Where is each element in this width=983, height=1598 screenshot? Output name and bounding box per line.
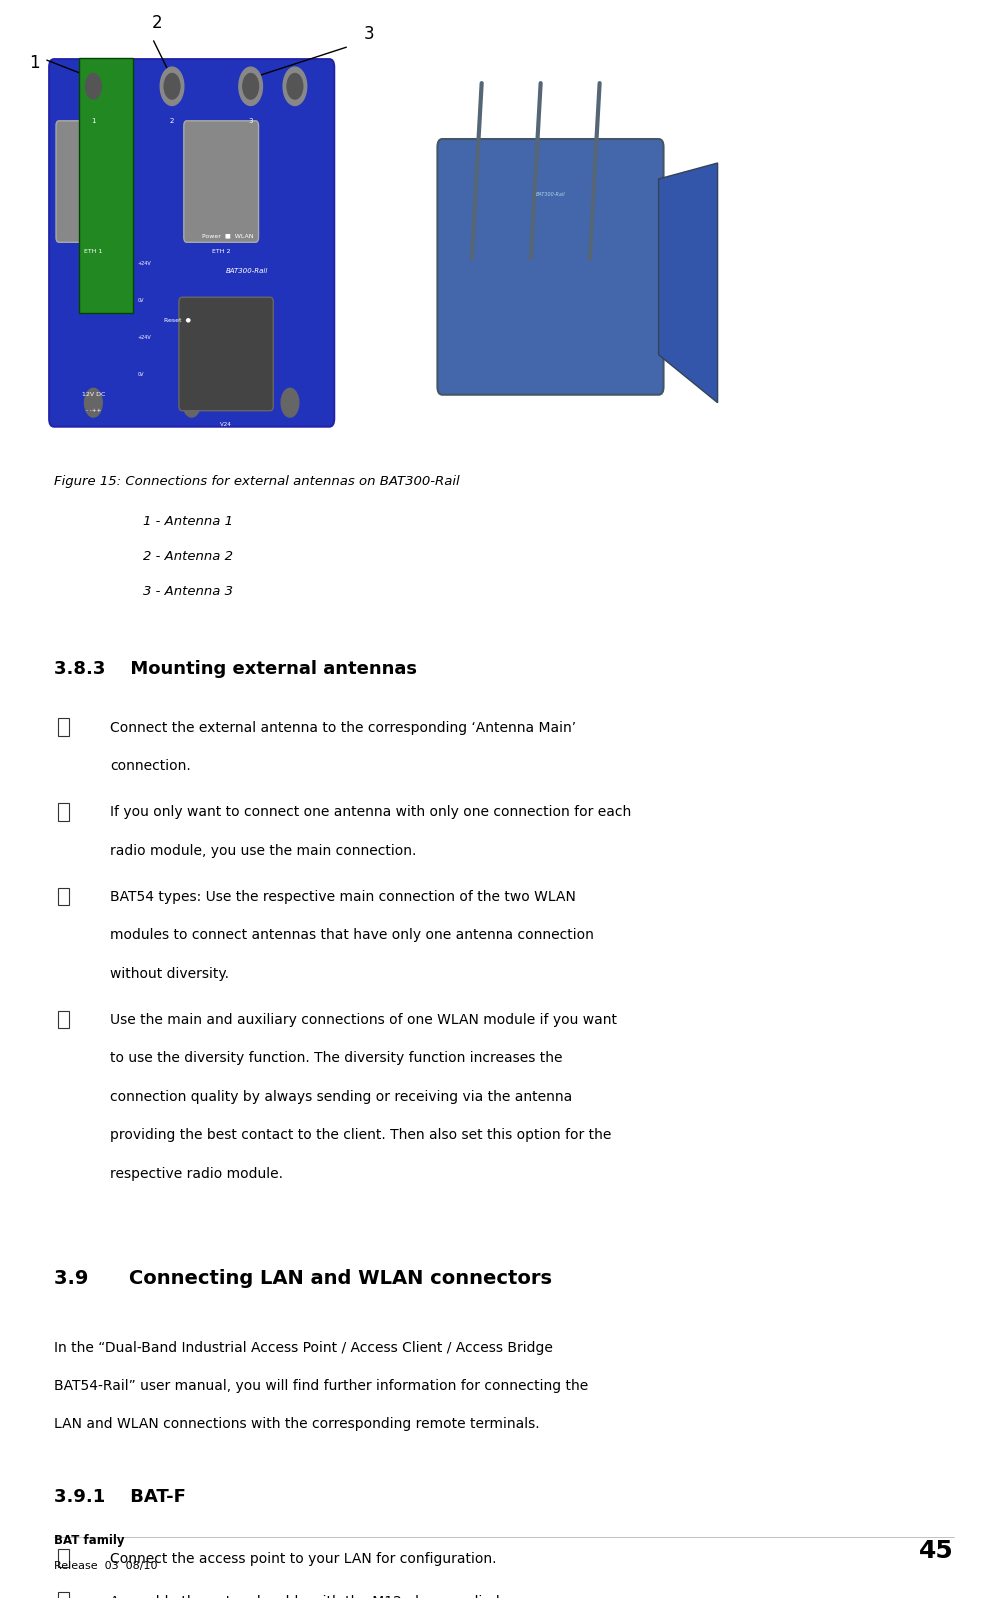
Text: BAT54-Rail” user manual, you will find further information for connecting the: BAT54-Rail” user manual, you will find f… (54, 1379, 588, 1393)
Text: 3.9      Connecting LAN and WLAN connectors: 3.9 Connecting LAN and WLAN connectors (54, 1269, 552, 1288)
Bar (58, 804, 69, 821)
Text: modules to connect antennas that have only one antenna connection: modules to connect antennas that have on… (110, 928, 594, 943)
Circle shape (283, 67, 307, 105)
Text: 0V: 0V (138, 372, 145, 377)
Text: - -++: - -++ (86, 407, 101, 414)
Circle shape (239, 67, 262, 105)
Text: 2: 2 (152, 14, 162, 32)
FancyBboxPatch shape (56, 121, 131, 243)
Circle shape (82, 67, 105, 105)
Text: providing the best contact to the client. Then also set this option for the: providing the best contact to the client… (110, 1128, 611, 1143)
Text: BAT300-Rail: BAT300-Rail (225, 268, 268, 273)
Text: 12V DC: 12V DC (82, 392, 105, 398)
Text: V.24: V.24 (220, 422, 232, 427)
FancyBboxPatch shape (437, 139, 664, 395)
Bar (58, 1550, 69, 1568)
Circle shape (183, 388, 201, 417)
Text: connection.: connection. (110, 759, 191, 773)
Circle shape (86, 74, 101, 99)
Text: If you only want to connect one antenna with only one connection for each: If you only want to connect one antenna … (110, 805, 631, 820)
Text: connection quality by always sending or receiving via the antenna: connection quality by always sending or … (110, 1090, 572, 1104)
Text: 3.8.3    Mounting external antennas: 3.8.3 Mounting external antennas (54, 660, 417, 678)
Circle shape (160, 67, 184, 105)
Circle shape (85, 388, 102, 417)
Text: Connect the access point to your LAN for configuration.: Connect the access point to your LAN for… (110, 1552, 496, 1566)
Text: +24V: +24V (138, 336, 151, 340)
Text: Release  03  08/10: Release 03 08/10 (54, 1561, 157, 1571)
Text: Assemble the network cable with the M12 plug supplied.: Assemble the network cable with the M12 … (110, 1595, 504, 1598)
Text: 3 - Antenna 3: 3 - Antenna 3 (143, 585, 233, 598)
Text: Power  ■  WLAN: Power ■ WLAN (202, 233, 253, 238)
Bar (58, 888, 69, 906)
Text: radio module, you use the main connection.: radio module, you use the main connectio… (110, 844, 417, 858)
Text: LAN and WLAN connections with the corresponding remote terminals.: LAN and WLAN connections with the corres… (54, 1417, 540, 1432)
Text: 2 - Antenna 2: 2 - Antenna 2 (143, 550, 233, 562)
Circle shape (287, 74, 303, 99)
Text: BAT family: BAT family (54, 1534, 125, 1547)
Text: 45: 45 (919, 1539, 954, 1563)
Text: BAT300-Rail: BAT300-Rail (536, 192, 565, 198)
Text: 3.9.1    BAT-F: 3.9.1 BAT-F (54, 1488, 186, 1505)
Text: without diversity.: without diversity. (110, 967, 229, 981)
Text: Use the main and auxiliary connections of one WLAN module if you want: Use the main and auxiliary connections o… (110, 1013, 617, 1028)
FancyBboxPatch shape (49, 59, 334, 427)
Text: Reset  ●: Reset ● (164, 318, 191, 323)
Bar (58, 1012, 69, 1029)
Text: +24V: +24V (138, 262, 151, 267)
Text: Figure 15: Connections for external antennas on BAT300-Rail: Figure 15: Connections for external ante… (54, 475, 460, 487)
Text: Connect the external antenna to the corresponding ‘Antenna Main’: Connect the external antenna to the corr… (110, 721, 576, 735)
Bar (58, 719, 69, 737)
Text: 3: 3 (364, 26, 375, 43)
Circle shape (164, 74, 180, 99)
Text: BAT54 types: Use the respective main connection of the two WLAN: BAT54 types: Use the respective main con… (110, 890, 576, 904)
Circle shape (281, 388, 299, 417)
Polygon shape (659, 163, 718, 403)
Text: 3: 3 (249, 118, 253, 125)
Text: to use the diversity function. The diversity function increases the: to use the diversity function. The diver… (110, 1051, 562, 1066)
Text: In the “Dual-Band Industrial Access Point / Access Client / Access Bridge: In the “Dual-Band Industrial Access Poin… (54, 1341, 553, 1355)
Bar (58, 1593, 69, 1598)
FancyBboxPatch shape (184, 121, 259, 243)
Text: respective radio module.: respective radio module. (110, 1167, 283, 1181)
Text: 1 - Antenna 1: 1 - Antenna 1 (143, 515, 233, 527)
Text: 1: 1 (91, 118, 95, 125)
Text: 1: 1 (29, 54, 39, 72)
Text: 2: 2 (170, 118, 174, 125)
Text: ETH 1: ETH 1 (85, 249, 102, 254)
Text: 0V: 0V (138, 299, 145, 304)
Circle shape (243, 74, 259, 99)
FancyBboxPatch shape (179, 297, 273, 411)
Text: Antenna: Antenna (93, 53, 120, 58)
Text: ETH 2: ETH 2 (212, 249, 230, 254)
Bar (79, 58, 133, 313)
